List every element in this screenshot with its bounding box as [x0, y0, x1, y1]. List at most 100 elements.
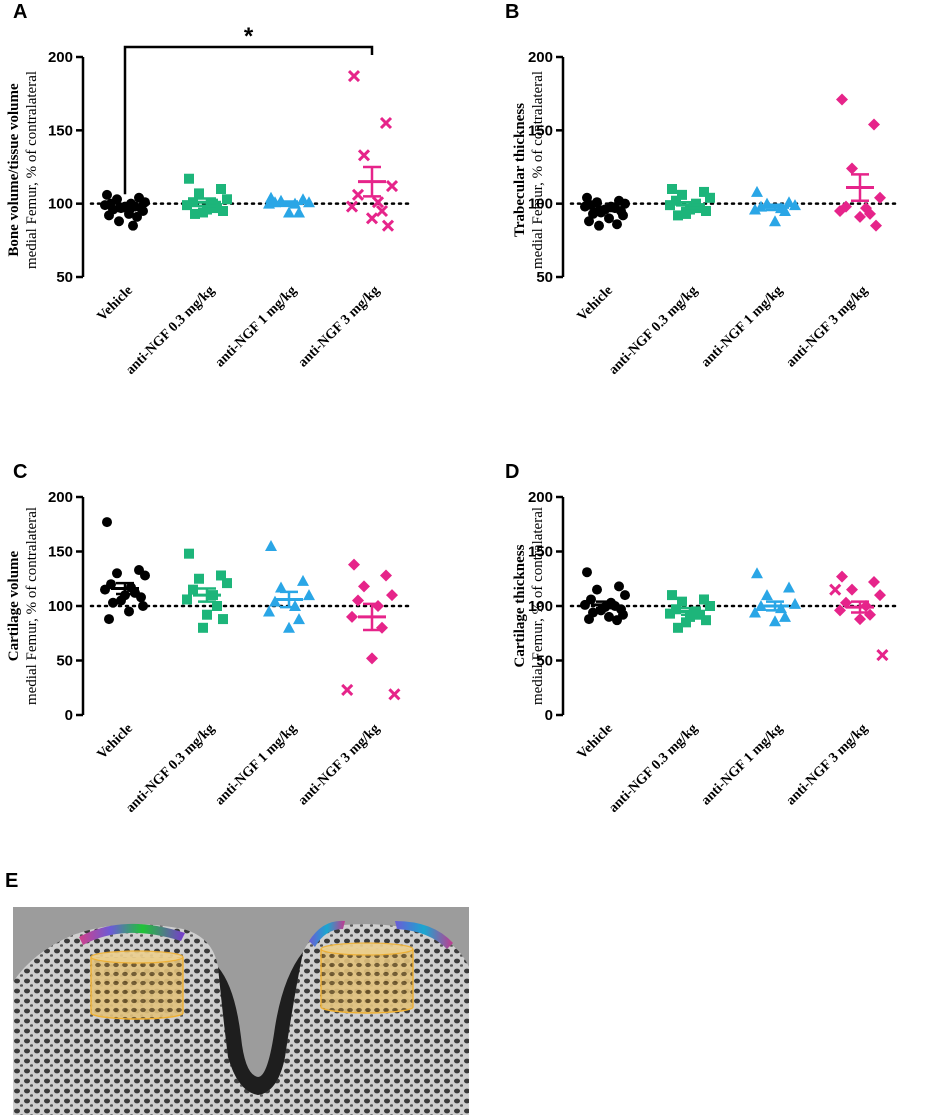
data-point [769, 215, 781, 227]
data-point [212, 203, 222, 214]
y-tick-label: 50 [536, 269, 553, 286]
data-point [614, 581, 624, 592]
data-point [218, 206, 228, 216]
data-point [184, 548, 194, 559]
y-axis-label-bold: Bone volume/tissue volume [6, 83, 22, 257]
data-point [592, 584, 602, 595]
data-point [108, 597, 118, 608]
cartilage-left [79, 923, 185, 945]
data-point [594, 220, 604, 231]
data-point [102, 189, 112, 200]
data-point [620, 590, 630, 601]
data-point [357, 149, 371, 162]
data-point [289, 600, 301, 611]
micro-ct-femur-image [13, 907, 469, 1115]
data-point [667, 184, 677, 194]
panel-label: A [13, 1, 27, 23]
data-point [701, 206, 711, 216]
x-tick-label: anti-NGF 0.3 mg/kg [123, 283, 218, 378]
y-axis-label: medial Femur, % of contralateral [530, 71, 546, 269]
data-point [582, 192, 592, 203]
data-point [681, 617, 691, 628]
data-point [749, 203, 761, 215]
data-point [580, 201, 590, 212]
data-point [283, 206, 295, 218]
data-point [265, 540, 277, 552]
data-point [379, 116, 393, 130]
data-point [114, 216, 124, 227]
data-point [182, 200, 192, 211]
data-point [138, 601, 148, 611]
x-tick-label: anti-NGF 1 mg/kg [699, 283, 786, 370]
data-point [372, 600, 384, 612]
data-point [779, 205, 791, 216]
data-point [351, 188, 365, 201]
data-point [104, 210, 114, 221]
y-axis-label: medial Femur, % of contralateral [24, 507, 40, 705]
data-point [580, 599, 590, 610]
x-tick-label: Vehicle [575, 283, 616, 324]
data-point [779, 610, 791, 622]
x-tick-label: anti-NGF 3 mg/kg [784, 721, 871, 808]
data-point [699, 186, 709, 197]
x-tick-label: anti-NGF 1 mg/kg [213, 283, 300, 370]
data-point [198, 207, 208, 218]
y-tick-label: 150 [48, 122, 73, 139]
data-point [854, 613, 866, 626]
y-tick-label: 100 [48, 598, 73, 615]
cartilage-far-right [395, 921, 453, 949]
data-point [140, 570, 150, 581]
data-point [612, 615, 622, 626]
panel-label: E [5, 870, 18, 892]
data-point [751, 567, 763, 579]
y-axis-label: medial Femur, % of contralateral [24, 71, 40, 269]
data-point [293, 613, 305, 625]
data-point [386, 589, 398, 602]
y-tick-label: 150 [528, 122, 553, 139]
data-point [749, 606, 761, 618]
data-point [761, 589, 773, 601]
y-tick-label: 100 [528, 196, 553, 213]
y-tick-label: 100 [48, 196, 73, 213]
data-point [303, 589, 315, 601]
data-point [834, 205, 846, 217]
data-point [705, 192, 715, 203]
data-point [681, 208, 691, 219]
x-tick-label: Vehicle [575, 721, 616, 762]
x-tick-label: anti-NGF 1 mg/kg [213, 721, 300, 808]
y-tick-label: 200 [48, 489, 73, 506]
y-tick-label: 100 [528, 598, 553, 615]
data-point [198, 622, 208, 633]
data-point [371, 196, 385, 209]
data-point [365, 212, 379, 225]
significance-label: * [244, 23, 254, 50]
data-point [293, 206, 305, 218]
data-point [864, 207, 876, 220]
data-point [836, 570, 848, 583]
data-point [352, 594, 364, 607]
data-point [836, 93, 848, 106]
y-axis-label-bold: Cartilage thickness [512, 544, 528, 667]
data-point [100, 584, 110, 595]
data-point [695, 203, 705, 214]
data-point [202, 609, 212, 620]
data-point [612, 219, 622, 230]
data-point [582, 567, 592, 578]
data-point [375, 204, 389, 218]
data-point [116, 595, 126, 606]
notch-dark [218, 952, 303, 1095]
y-axis-label-bold: Cartilage volume [6, 550, 22, 661]
roi-cylinder-right [320, 942, 414, 1014]
data-point [381, 219, 395, 232]
data-point [769, 615, 781, 627]
data-point [190, 208, 200, 219]
x-tick-label: anti-NGF 1 mg/kg [699, 721, 786, 808]
data-point [665, 200, 675, 211]
x-tick-label: anti-NGF 0.3 mg/kg [606, 283, 701, 378]
chart-panel-b: B 50 100 150 200 Trabecular thickness medial F… [505, 1, 902, 378]
data-point [829, 583, 842, 596]
data-point [620, 198, 630, 209]
data-point [341, 683, 354, 696]
x-tick-label: anti-NGF 3 mg/kg [296, 283, 383, 370]
